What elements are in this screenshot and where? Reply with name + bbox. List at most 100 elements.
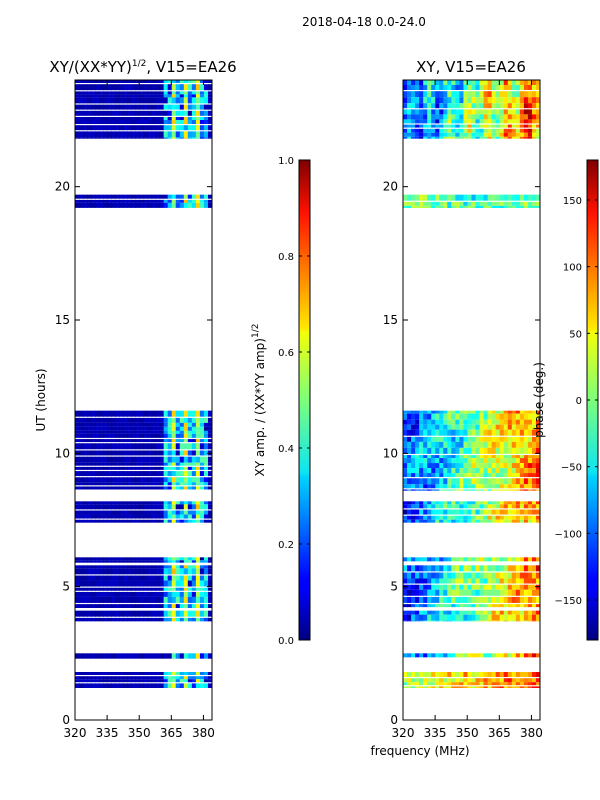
heatmap-cell xyxy=(203,110,209,116)
heatmap-cell xyxy=(143,137,149,139)
heatmap-cell xyxy=(535,114,540,120)
heatmap-cell xyxy=(411,686,416,688)
heatmap-cell xyxy=(491,447,497,454)
heatmap-cell xyxy=(459,124,465,128)
heatmap-cell xyxy=(411,97,416,104)
heatmap-cell xyxy=(203,580,209,587)
heatmap-cell xyxy=(91,417,96,423)
heatmap-cell xyxy=(515,124,521,128)
heatmap-cell xyxy=(147,456,153,463)
heatmap-cell xyxy=(419,429,424,436)
heatmap-row xyxy=(403,119,540,124)
heatmap-cell xyxy=(115,443,120,450)
heatmap-cell xyxy=(175,519,181,523)
heatmap-cell xyxy=(531,604,537,608)
heatmap-cell xyxy=(527,413,533,420)
heatmap-cell xyxy=(475,484,481,489)
heatmap-cell xyxy=(451,463,456,469)
heatmap-cell xyxy=(451,447,456,454)
heatmap-cell xyxy=(179,591,185,597)
heatmap-cell xyxy=(499,572,505,579)
heatmap-cell xyxy=(435,501,440,505)
heatmap-cell xyxy=(443,682,448,686)
heatmap-cell xyxy=(427,620,432,622)
heatmap-cell xyxy=(179,430,185,434)
heatmap-cell xyxy=(419,201,424,206)
heatmap-row xyxy=(403,682,540,686)
heatmap-cell xyxy=(147,137,153,139)
heatmap-cell xyxy=(83,466,88,470)
heatmap-cell xyxy=(91,519,96,523)
heatmap-cell xyxy=(455,484,461,489)
heatmap-cell xyxy=(143,653,149,659)
heatmap-cell xyxy=(187,477,193,483)
heatmap-cell xyxy=(487,620,493,622)
heatmap-cell xyxy=(503,124,509,128)
heatmap-cell xyxy=(199,580,205,587)
heatmap-cell xyxy=(443,484,448,489)
heatmap-cell xyxy=(123,557,128,561)
heatmap-cell xyxy=(419,489,424,491)
heatmap-cell xyxy=(199,466,205,470)
heatmap-cell xyxy=(187,104,193,110)
heatmap-cell xyxy=(179,580,185,587)
heatmap-cell xyxy=(79,430,84,434)
heatmap-cell xyxy=(179,131,185,138)
heatmap-cell xyxy=(431,455,436,459)
heatmap-cell xyxy=(511,620,517,622)
heatmap-cell xyxy=(195,137,201,139)
heatmap-cell xyxy=(151,580,157,587)
heatmap-cell xyxy=(79,471,84,477)
heatmap-cell xyxy=(191,443,197,450)
heatmap-cell xyxy=(507,468,513,474)
heatmap-row xyxy=(75,80,212,83)
heatmap-cell xyxy=(135,471,141,477)
heatmap-cell xyxy=(511,128,517,133)
heatmap-cell xyxy=(187,117,193,120)
heatmap-cell xyxy=(119,94,124,98)
heatmap-cell xyxy=(515,205,521,208)
heatmap-cell xyxy=(443,424,448,430)
heatmap-cell xyxy=(183,125,189,131)
heatmap-cell xyxy=(495,424,501,430)
heatmap-cell xyxy=(459,565,465,572)
heatmap-cell xyxy=(159,417,165,423)
heatmap-cell xyxy=(435,682,440,686)
heatmap-cell xyxy=(535,509,540,515)
heatmap-cell xyxy=(203,501,209,505)
heatmap-cell xyxy=(535,614,540,621)
heatmap-row xyxy=(403,596,540,603)
heatmap-cell xyxy=(187,84,193,91)
heatmap-cell xyxy=(75,117,80,120)
heatmap-cell xyxy=(107,91,112,95)
heatmap-cell xyxy=(479,620,485,622)
heatmap-cell xyxy=(511,429,517,436)
heatmap-cell xyxy=(135,131,141,138)
heatmap-cell xyxy=(119,676,124,680)
heatmap-cell xyxy=(171,199,177,203)
heatmap-cell xyxy=(411,578,416,584)
heatmap-cell xyxy=(483,484,489,489)
heatmap-cell xyxy=(503,194,509,201)
heatmap-cell xyxy=(83,125,88,131)
heatmap-cell xyxy=(499,441,505,448)
heatmap-cell xyxy=(139,137,145,139)
heatmap-cell xyxy=(79,477,84,483)
heatmap-cell xyxy=(87,679,92,683)
heatmap-cell xyxy=(475,436,481,442)
heatmap-cell xyxy=(151,417,157,423)
heatmap-cell xyxy=(527,678,533,683)
heatmap-cell xyxy=(479,128,485,133)
heatmap-cell xyxy=(131,477,137,483)
heatmap-cell xyxy=(411,424,416,430)
heatmap-cell xyxy=(403,578,408,584)
heatmap-cell xyxy=(123,439,128,443)
heatmap-cell xyxy=(467,424,473,430)
heatmap-cell xyxy=(163,80,169,83)
heatmap-cell xyxy=(495,489,501,491)
heatmap-cell xyxy=(483,565,489,572)
heatmap-cell xyxy=(495,519,501,523)
heatmap-cell xyxy=(431,128,436,133)
heatmap-cell xyxy=(507,205,513,208)
heatmap-cell xyxy=(147,683,153,688)
